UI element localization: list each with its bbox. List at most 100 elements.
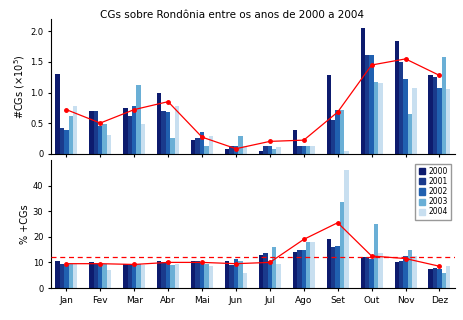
Bar xyxy=(131,106,136,154)
Bar xyxy=(369,55,373,154)
Bar xyxy=(398,261,402,288)
Bar xyxy=(60,128,64,154)
Bar xyxy=(225,261,229,288)
Bar xyxy=(441,273,445,288)
Bar xyxy=(102,124,106,154)
Bar xyxy=(165,112,170,154)
Bar xyxy=(170,138,174,154)
Bar xyxy=(339,110,344,154)
Y-axis label: % +CGs: % +CGs xyxy=(20,204,30,244)
Bar xyxy=(360,28,364,154)
Bar xyxy=(267,261,271,288)
Bar xyxy=(263,253,267,288)
Bar xyxy=(140,124,145,154)
Bar xyxy=(276,264,280,288)
Bar xyxy=(195,138,200,154)
Bar xyxy=(344,150,348,154)
Bar xyxy=(360,257,364,288)
Bar xyxy=(432,77,436,154)
Bar xyxy=(344,170,348,288)
Bar xyxy=(326,76,331,154)
Bar xyxy=(331,120,335,154)
Bar xyxy=(102,264,106,288)
Bar xyxy=(373,224,377,288)
Bar xyxy=(200,132,204,154)
Bar xyxy=(331,247,335,288)
Bar xyxy=(89,262,94,288)
Bar xyxy=(258,255,263,288)
Bar xyxy=(292,252,296,288)
Bar xyxy=(89,111,94,154)
Bar xyxy=(94,264,98,288)
Bar xyxy=(407,114,411,154)
Bar xyxy=(140,265,145,288)
Bar xyxy=(69,264,73,288)
Bar xyxy=(156,92,161,154)
Bar xyxy=(60,264,64,288)
Bar xyxy=(335,110,339,154)
Bar xyxy=(296,146,301,154)
Bar xyxy=(238,261,242,288)
Bar xyxy=(436,269,441,288)
Bar xyxy=(301,250,305,288)
Text: CGs sobre Rondônia entre os anos de 2000 a 2004: CGs sobre Rondônia entre os anos de 2000… xyxy=(100,10,363,20)
Bar xyxy=(229,146,233,154)
Bar xyxy=(229,265,233,288)
Bar xyxy=(136,264,140,288)
Bar xyxy=(106,270,111,288)
Bar xyxy=(276,148,280,154)
Bar xyxy=(402,79,407,154)
Bar xyxy=(271,149,276,154)
Bar xyxy=(204,146,208,154)
Bar xyxy=(64,130,69,154)
Bar xyxy=(174,106,179,154)
Bar xyxy=(432,268,436,288)
Bar xyxy=(301,146,305,154)
Bar xyxy=(208,137,213,154)
Bar xyxy=(377,253,382,288)
Bar xyxy=(204,264,208,288)
Bar xyxy=(98,126,102,154)
Bar xyxy=(156,261,161,288)
Bar xyxy=(165,261,170,288)
Bar xyxy=(131,265,136,288)
Bar xyxy=(170,265,174,288)
Bar xyxy=(191,140,195,154)
Bar xyxy=(195,261,200,288)
Bar xyxy=(55,74,60,154)
Bar xyxy=(427,76,432,154)
Bar xyxy=(310,146,314,154)
Bar xyxy=(310,242,314,288)
Bar xyxy=(238,137,242,154)
Bar xyxy=(445,266,450,288)
Bar xyxy=(174,264,179,288)
Bar xyxy=(411,88,416,154)
Bar xyxy=(208,266,213,288)
Bar xyxy=(292,130,296,154)
Bar xyxy=(73,106,77,154)
Bar xyxy=(55,261,60,288)
Bar xyxy=(127,116,131,154)
Bar xyxy=(69,116,73,154)
Bar xyxy=(373,82,377,154)
Bar xyxy=(242,146,246,154)
Bar xyxy=(233,259,238,288)
Bar xyxy=(225,149,229,154)
Bar xyxy=(267,146,271,154)
Bar xyxy=(161,262,165,288)
Bar xyxy=(369,259,373,288)
Bar xyxy=(161,111,165,154)
Bar xyxy=(200,262,204,288)
Bar xyxy=(394,41,398,154)
Bar xyxy=(436,88,441,154)
Bar xyxy=(94,111,98,154)
Bar xyxy=(364,257,369,288)
Bar xyxy=(271,247,276,288)
Bar xyxy=(233,146,238,154)
Bar xyxy=(445,90,450,154)
Bar xyxy=(258,150,263,154)
Bar xyxy=(123,264,127,288)
Bar xyxy=(398,62,402,154)
Bar xyxy=(191,261,195,288)
Bar xyxy=(123,108,127,154)
